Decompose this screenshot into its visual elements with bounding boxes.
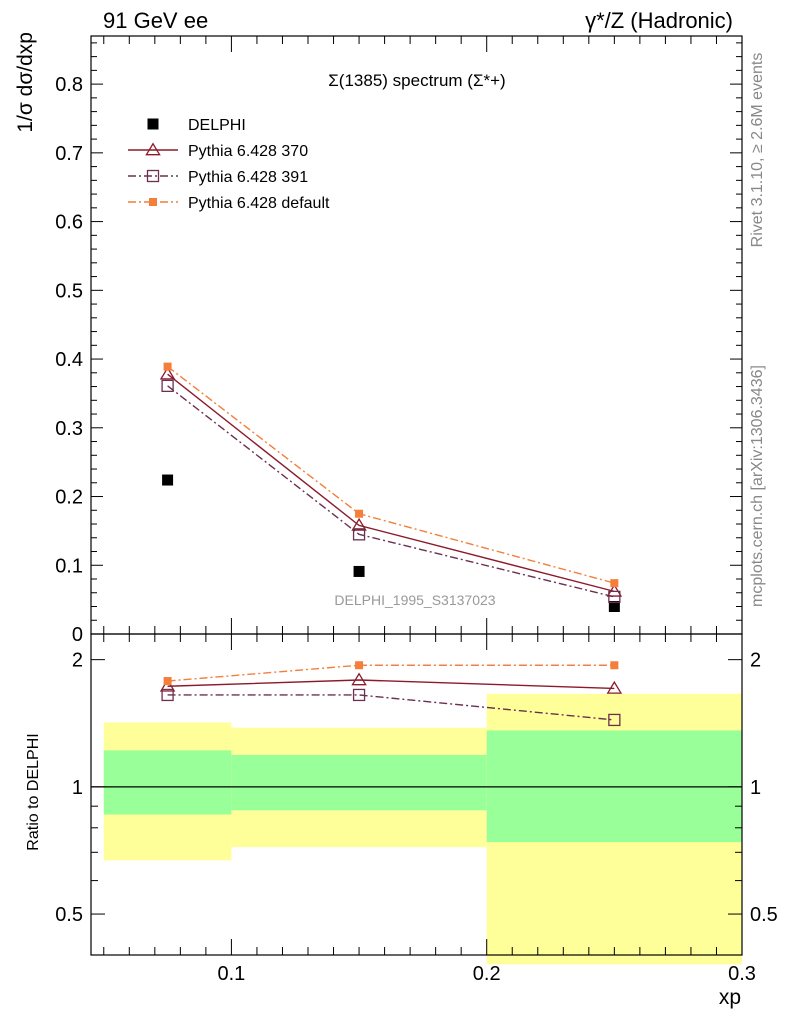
- ratio-ytick-label: 0.5: [55, 904, 83, 926]
- main-line-2: [167, 385, 615, 598]
- ratio-point-2-2: [610, 661, 619, 670]
- ratio-band-green-1: [231, 754, 487, 811]
- ratio-ytick-label-right: 0.5: [750, 904, 778, 926]
- ratio-ytick-label: 1: [72, 777, 83, 799]
- main-point-1-2: [606, 583, 623, 597]
- main-ytick-label: 0.3: [55, 418, 83, 440]
- main-point-0-2: [608, 601, 620, 613]
- main-ytick-label: 0.7: [55, 143, 83, 165]
- main-ytick-label: 0.2: [55, 487, 83, 509]
- ratio-xtick-label: 0.1: [218, 963, 246, 985]
- ratio-point-2-1: [355, 661, 364, 670]
- ratio-xlabel: xp: [719, 986, 741, 1009]
- main-point-2-1: [352, 528, 366, 541]
- legend: DELPHI Pythia 6.428 370 Pythia 6.428 391 Py…: [128, 117, 330, 212]
- rivet-label: Rivet 3.1.10, ≥ 2.6M events: [749, 53, 766, 248]
- main-point-3-0: [163, 362, 172, 371]
- ratio-point-1-1: [352, 688, 366, 702]
- main-title: Σ(1385) spectrum (Σ*+): [328, 71, 505, 90]
- ratio-ytick-label-right: 2: [750, 650, 761, 672]
- ratio-line-2: [167, 664, 615, 682]
- main-ytick-label: 0.1: [55, 555, 83, 577]
- ratio-ytick-label-right: 1: [750, 777, 761, 799]
- ratio-point-0-1: [351, 672, 367, 686]
- main-point-2-0: [161, 379, 174, 393]
- legend-label-1: Pythia 6.428 370: [188, 143, 308, 160]
- main-point-0-0: [162, 474, 174, 486]
- ratio-axes: 0.5 0.5 1 1 2 2 0.1 0.2 0.3: [55, 633, 778, 985]
- ratio-line-0: [167, 679, 615, 690]
- header-right: γ*/Z (Hadronic): [585, 8, 733, 33]
- main-ylabel: 1/σ dσ/dxp: [14, 32, 37, 133]
- main-point-0-1: [353, 565, 365, 577]
- main-point-1-0: [159, 366, 176, 380]
- main-point-3-1: [355, 509, 364, 518]
- main-panel: 0 0.1 0.2 0.3 0.4 0.5 0.6 0.7 0.8 Σ(1385) spectr…: [14, 32, 743, 646]
- legend-label-0: DELPHI: [188, 117, 246, 134]
- ratio-ytick-label: 2: [72, 650, 83, 672]
- ratio-uncertainty-bands: [91, 693, 742, 965]
- main-line-3: [167, 366, 615, 584]
- legend-label-2: Pythia 6.428 391: [188, 169, 308, 186]
- ratio-xtick-label: 0.3: [728, 963, 756, 985]
- main-point-3-2: [610, 579, 619, 588]
- main-ytick-label: 0.4: [55, 349, 83, 371]
- main-line-1: [167, 373, 615, 593]
- legend-marker-0: [147, 118, 159, 130]
- ratio-xtick-label: 0.2: [473, 963, 501, 985]
- legend-label-3: Pythia 6.428 default: [188, 195, 330, 212]
- main-series-markers: [159, 362, 623, 613]
- watermark: DELPHI_1995_S3137023: [334, 592, 495, 608]
- ratio-ylabel: Ratio to DELPHI: [25, 733, 42, 850]
- mcplots-label: mcplots.cern.ch [arXiv:1306.3436]: [749, 365, 766, 607]
- main-ytick-label: 0: [72, 624, 83, 646]
- ratio-band-green-0: [103, 750, 232, 815]
- main-ytick-label: 0.6: [55, 212, 83, 234]
- ratio-point-1-2: [608, 713, 621, 727]
- main-series-lines: [167, 366, 615, 598]
- ratio-point-0-2: [606, 680, 623, 694]
- ratio-series-markers: [159, 661, 623, 727]
- legend-marker-2: [146, 169, 160, 183]
- main-ytick-label: 0.8: [55, 74, 83, 96]
- ratio-panel: 0.5 0.5 1 1 2 2 0.1 0.2 0.3 Ratio to DELPHI xp: [25, 633, 778, 1009]
- ratio-point-0-0: [159, 678, 176, 692]
- legend-marker-3: [149, 198, 157, 206]
- header-left: 91 GeV ee: [103, 8, 208, 33]
- ratio-frame: [90, 633, 743, 956]
- legend-marker-1: [145, 142, 161, 156]
- main-ytick-label: 0.5: [55, 280, 83, 302]
- ratio-point-2-0: [163, 677, 172, 686]
- ratio-point-1-0: [161, 688, 174, 702]
- main-point-2-2: [608, 590, 621, 604]
- main-point-1-1: [351, 517, 367, 531]
